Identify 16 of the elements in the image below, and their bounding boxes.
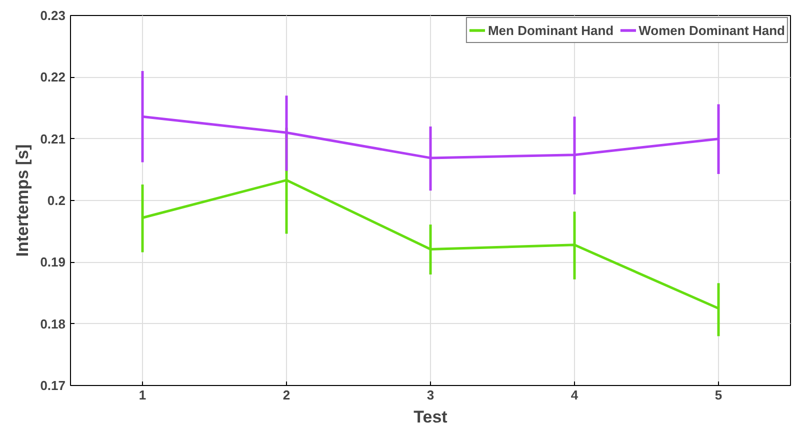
legend-label: Men Dominant Hand (488, 22, 614, 38)
legend-label: Women Dominant Hand (638, 22, 785, 38)
y-tick-label: 0.2 (47, 193, 66, 208)
y-axis-title: Intertemps [s] (13, 144, 32, 257)
x-axis-title: Test (414, 408, 448, 426)
y-tick-label: 0.23 (40, 8, 66, 23)
x-tick-label: 5 (714, 388, 722, 402)
x-tick-label: 1 (138, 388, 146, 402)
x-tick-label: 4 (570, 388, 579, 402)
y-tick-label: 0.19 (40, 254, 66, 270)
y-tick-label: 0.21 (40, 131, 66, 146)
y-tick-label: 0.22 (40, 70, 66, 85)
y-tick-label: 0.18 (40, 316, 66, 332)
x-tick-label: 3 (426, 388, 434, 402)
x-tick-label: 2 (282, 388, 290, 402)
y-tick-label: 0.17 (40, 378, 66, 393)
